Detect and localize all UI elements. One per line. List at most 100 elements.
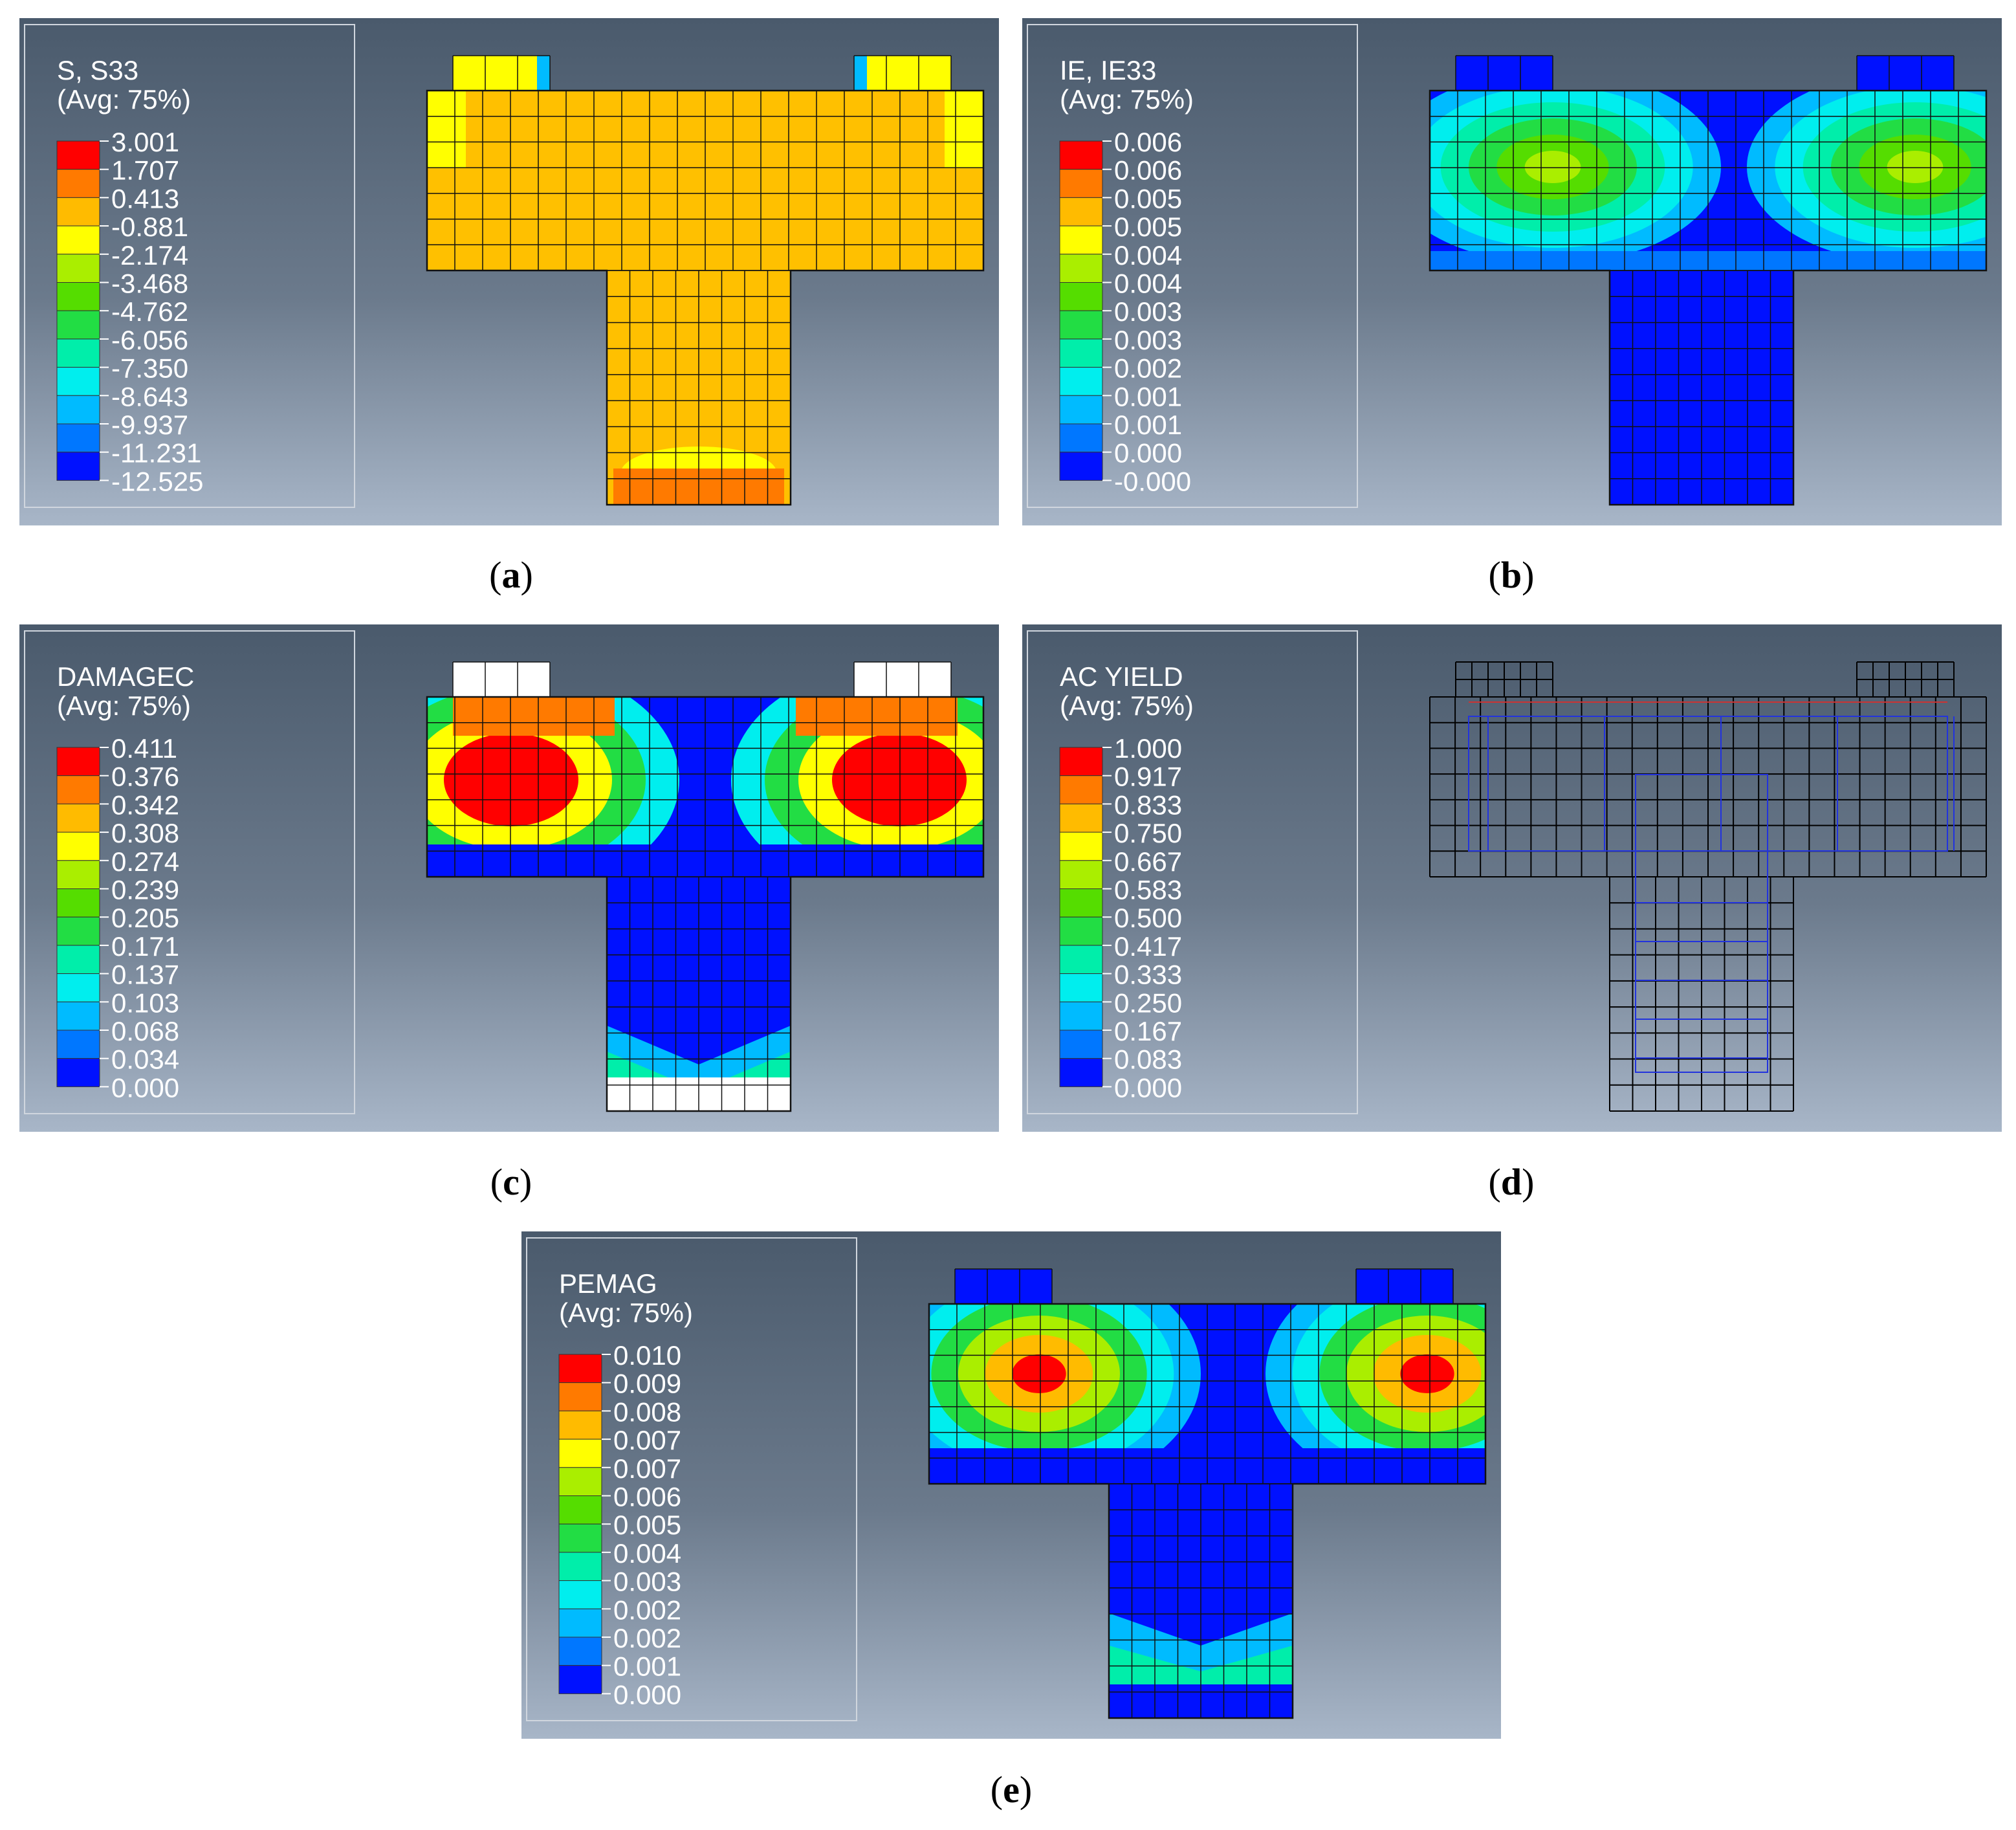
legend-value: -7.350 [111,353,188,384]
legend-value: -2.174 [111,240,188,270]
legend-color-band [1059,1058,1103,1087]
legend-value: 0.007 [613,1425,681,1455]
legend-color-band [56,452,100,481]
caption-b: (b) [1488,554,1535,596]
legend-color-band [558,1354,602,1384]
legend-frame [24,630,355,1114]
legend-value: 0.750 [1114,818,1182,848]
legend-value: 0.005 [613,1510,681,1540]
legend-color-band [1059,140,1103,170]
legend-value: 0.009 [613,1369,681,1399]
loading-pad [453,662,550,697]
legend-color-band [56,860,100,889]
contour-region [427,91,466,168]
legend-subtitle: (Avg: 75%) [559,1297,693,1328]
legend-value: -3.468 [111,269,188,299]
legend-frame [1027,24,1358,508]
mesh [1429,55,1988,506]
legend-value: 0.413 [111,183,179,214]
contour-plot-d: AC YIELD(Avg: 75%)1.0000.9170.8330.7500.… [1022,624,2002,1132]
legend-color-band [1059,452,1103,481]
legend-value: 0.000 [1114,438,1182,469]
legend-value: 0.274 [111,846,179,877]
legend-value: 0.167 [1114,1016,1182,1046]
legend-value: -0.881 [111,212,188,242]
legend-value: 0.833 [1114,789,1182,820]
legend-title: AC YIELD [1060,661,1183,692]
legend-color-band [1059,973,1103,1002]
legend-value: 0.239 [111,875,179,905]
legend-color-band [56,423,100,453]
legend-color-band [1059,945,1103,975]
beam-outline [1429,89,1988,506]
legend-color-band [1059,367,1103,396]
legend-color-band [56,367,100,396]
legend-value: 0.006 [1114,127,1182,157]
legend: AC YIELD(Avg: 75%)1.0000.9170.8330.7500.… [1027,630,1358,1114]
legend-subtitle: (Avg: 75%) [57,84,191,115]
legend-value: 0.003 [613,1567,681,1597]
contour-plot-e: PEMAG(Avg: 75%)0.0100.0090.0080.0070.007… [521,1231,1501,1739]
loading-pad [955,1269,1052,1304]
legend-color-band [1059,1001,1103,1031]
legend-color-band [56,1058,100,1087]
legend-subtitle: (Avg: 75%) [57,690,191,721]
legend-value: 0.411 [111,733,177,764]
mesh [426,55,985,506]
legend-color-band [558,1523,602,1553]
legend-value: 0.005 [1114,183,1182,214]
contour-region [453,697,615,736]
legend-value: 0.001 [613,1651,681,1682]
legend-value: 0.001 [1114,410,1182,440]
beam-outline [426,696,985,1112]
legend-color-band [56,1001,100,1031]
legend-color-band [56,225,100,255]
legend-color-band [56,254,100,283]
legend-value: 0.010 [613,1340,681,1371]
t-beam-model [426,55,985,506]
legend-value: 0.205 [111,903,179,933]
loading-pad [854,662,951,697]
legend-color-band [56,310,100,340]
loading-pad [1356,1269,1453,1304]
legend-color-band [1059,169,1103,198]
legend-color-band [558,1439,602,1468]
legend-color-band [56,197,100,226]
legend-value: 0.171 [111,931,179,962]
legend-value: 0.137 [111,960,179,990]
contour-plot-b: IE, IE33(Avg: 75%)0.0060.0060.0050.0050.… [1022,18,2002,525]
legend-color-band [1059,197,1103,226]
legend-value: 0.333 [1114,960,1182,990]
loading-pad [1857,56,1954,91]
legend-color-band [56,775,100,804]
legend-value: 3.001 [111,127,179,157]
legend-value: 0.667 [1114,846,1182,877]
legend-color-band [558,1608,602,1638]
legend-value: 0.003 [1114,325,1182,355]
legend-value: 0.002 [613,1623,681,1653]
legend-value: 0.007 [613,1453,681,1484]
legend-color-band [1059,803,1103,833]
legend-frame [24,24,355,508]
loading-pad [854,56,951,91]
legend: DAMAGEC(Avg: 75%)0.4110.3760.3420.3080.2… [24,630,355,1114]
legend-value: 0.103 [111,987,179,1018]
legend-value: -9.937 [111,410,188,440]
legend-color-band [56,282,100,311]
loading-pad [453,56,550,91]
legend-color-band [558,1637,602,1666]
mesh [928,1268,1487,1719]
legend-color-band [1059,775,1103,804]
contour-region [866,756,933,803]
legend-value: -6.056 [111,325,188,355]
contour-region [1887,151,1944,183]
legend-value: 0.308 [111,818,179,848]
legend-color-band [1059,225,1103,255]
legend-value: 1.000 [1114,733,1182,764]
contour-region [1524,151,1581,183]
legend-color-band [1059,310,1103,340]
legend-color-band [558,1552,602,1582]
legend-value: 0.417 [1114,931,1182,962]
contour-plot-c: DAMAGEC(Avg: 75%)0.4110.3760.3420.3080.2… [19,624,999,1132]
legend-color-band [1059,832,1103,861]
